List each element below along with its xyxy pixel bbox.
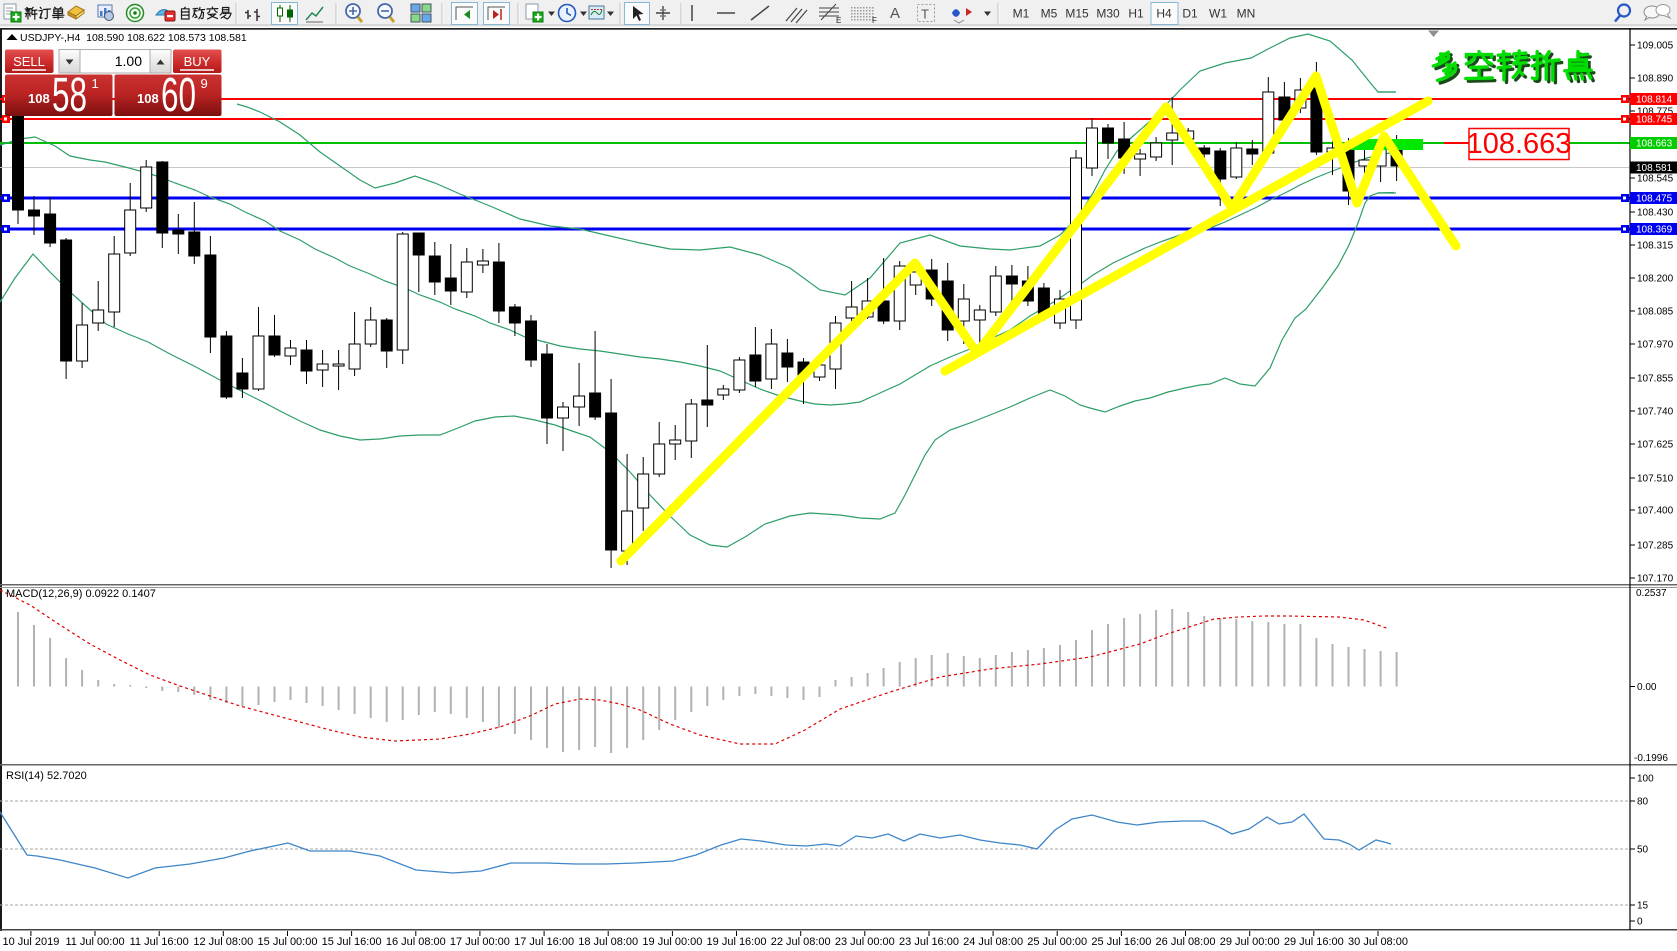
svg-text:108.814: 108.814 — [1636, 95, 1673, 106]
svg-text:1: 1 — [92, 76, 99, 91]
svg-text:107.740: 107.740 — [1637, 407, 1674, 418]
svg-text:15 Jul 16:00: 15 Jul 16:00 — [322, 936, 382, 948]
svg-text:-0.1996: -0.1996 — [1634, 753, 1668, 764]
svg-text:109.005: 109.005 — [1637, 41, 1674, 52]
svg-text:MN: MN — [1237, 7, 1256, 21]
svg-text:58: 58 — [52, 69, 87, 122]
svg-text:107.510: 107.510 — [1637, 474, 1674, 485]
svg-text:107.625: 107.625 — [1637, 440, 1674, 451]
svg-text:USDJPY-,H4 108.590 108.622 10: USDJPY-,H4 108.590 108.622 108.573 108.5… — [20, 32, 247, 44]
svg-text:A: A — [890, 5, 900, 22]
svg-text:108.430: 108.430 — [1637, 208, 1674, 219]
svg-text:1.00: 1.00 — [115, 53, 142, 69]
svg-text:24 Jul 08:00: 24 Jul 08:00 — [963, 936, 1023, 948]
svg-text:H1: H1 — [1128, 7, 1144, 21]
svg-text:25 Jul 00:00: 25 Jul 00:00 — [1027, 936, 1087, 948]
svg-text:29 Jul 16:00: 29 Jul 16:00 — [1284, 936, 1344, 948]
svg-text:BUY: BUY — [184, 54, 211, 69]
svg-text:M1: M1 — [1013, 7, 1030, 21]
svg-text:MACD(12,26,9) 0.0922 0.1407: MACD(12,26,9) 0.0922 0.1407 — [6, 588, 156, 600]
svg-text:M5: M5 — [1041, 7, 1058, 21]
svg-text:15 Jul 00:00: 15 Jul 00:00 — [258, 936, 318, 948]
svg-text:19 Jul 00:00: 19 Jul 00:00 — [642, 936, 702, 948]
svg-text:12 Jul 08:00: 12 Jul 08:00 — [193, 936, 253, 948]
svg-text:108.775: 108.775 — [1637, 107, 1674, 118]
svg-text:D1: D1 — [1182, 7, 1198, 21]
svg-text:108.085: 108.085 — [1637, 307, 1674, 318]
svg-text:107.170: 107.170 — [1637, 574, 1674, 585]
svg-text:107.400: 107.400 — [1637, 506, 1674, 517]
svg-text:17 Jul 00:00: 17 Jul 00:00 — [450, 936, 510, 948]
svg-text:F: F — [872, 16, 877, 25]
svg-text:108.890: 108.890 — [1637, 74, 1674, 85]
svg-text:M30: M30 — [1096, 7, 1120, 21]
svg-text:50: 50 — [1637, 845, 1649, 856]
svg-text:107.855: 107.855 — [1637, 374, 1674, 385]
svg-text:W1: W1 — [1209, 7, 1227, 21]
svg-text:23 Jul 00:00: 23 Jul 00:00 — [835, 936, 895, 948]
svg-text:0: 0 — [1637, 917, 1643, 928]
svg-text:17 Jul 16:00: 17 Jul 16:00 — [514, 936, 574, 948]
svg-text:T: T — [921, 7, 929, 22]
svg-text:108.663: 108.663 — [1636, 139, 1673, 150]
svg-text:108.663: 108.663 — [1467, 128, 1572, 160]
svg-text:108.200: 108.200 — [1637, 274, 1674, 285]
svg-text:29 Jul 00:00: 29 Jul 00:00 — [1220, 936, 1280, 948]
svg-text:16 Jul 08:00: 16 Jul 08:00 — [386, 936, 446, 948]
svg-text:E: E — [836, 16, 841, 25]
svg-text:25 Jul 16:00: 25 Jul 16:00 — [1091, 936, 1151, 948]
svg-text:15: 15 — [1637, 901, 1649, 912]
svg-text:108.475: 108.475 — [1636, 194, 1673, 205]
svg-text:M15: M15 — [1065, 7, 1089, 21]
svg-text:19 Jul 16:00: 19 Jul 16:00 — [707, 936, 767, 948]
svg-text:11 Jul 00:00: 11 Jul 00:00 — [65, 936, 124, 948]
svg-text:108: 108 — [28, 91, 50, 106]
svg-text:26 Jul 08:00: 26 Jul 08:00 — [1156, 936, 1216, 948]
svg-text:22 Jul 08:00: 22 Jul 08:00 — [771, 936, 831, 948]
svg-text:H4: H4 — [1156, 7, 1172, 21]
svg-text:18 Jul 08:00: 18 Jul 08:00 — [578, 936, 638, 948]
svg-text:108: 108 — [137, 91, 159, 106]
svg-text:108.581: 108.581 — [1636, 163, 1673, 174]
svg-text:108.369: 108.369 — [1636, 225, 1673, 236]
svg-text:SELL: SELL — [13, 54, 45, 69]
svg-text:0.2537: 0.2537 — [1636, 588, 1667, 599]
svg-text:30 Jul 08:00: 30 Jul 08:00 — [1348, 936, 1408, 948]
svg-text:10 Jul 2019: 10 Jul 2019 — [2, 936, 59, 948]
svg-text:0.00: 0.00 — [1637, 682, 1657, 693]
svg-text:107.970: 107.970 — [1637, 340, 1674, 351]
svg-text:108.315: 108.315 — [1637, 241, 1674, 252]
svg-text:80: 80 — [1637, 797, 1649, 808]
svg-text:11 Jul 16:00: 11 Jul 16:00 — [130, 936, 189, 948]
svg-text:9: 9 — [201, 76, 208, 91]
svg-text:60: 60 — [161, 69, 196, 122]
svg-text:107.285: 107.285 — [1637, 541, 1674, 552]
svg-text:23 Jul 16:00: 23 Jul 16:00 — [899, 936, 959, 948]
svg-text:108.745: 108.745 — [1636, 115, 1673, 126]
svg-text:108.545: 108.545 — [1637, 174, 1674, 185]
svg-text:RSI(14) 52.7020: RSI(14) 52.7020 — [6, 770, 87, 782]
svg-text:100: 100 — [1637, 774, 1654, 785]
